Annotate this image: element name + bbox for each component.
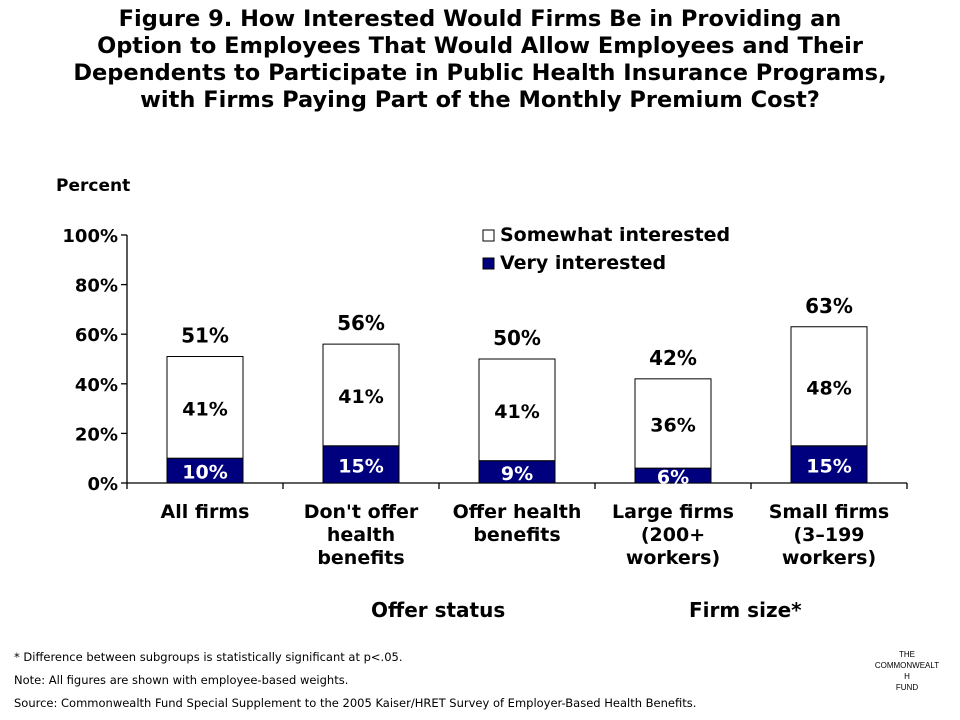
data-label-total: 50% bbox=[493, 326, 541, 350]
group-label-offer-status: Offer status bbox=[371, 598, 506, 622]
legend-label-somewhat-interested: Somewhat interested bbox=[500, 224, 730, 246]
x-category-label: workers) bbox=[782, 547, 876, 569]
data-label-somewhat-interested: 41% bbox=[338, 386, 383, 408]
data-label-very-interested: 15% bbox=[806, 455, 851, 477]
group-label-firm-size: Firm size* bbox=[689, 598, 802, 622]
x-category-label: All firms bbox=[161, 501, 250, 523]
bar-very-interested bbox=[790, 445, 868, 484]
stacked-bar-chart: 0% 20% 40% 60% 80% 100% 10% 41% 51% All firms 15% 4… bbox=[62, 224, 908, 569]
data-label-very-interested: 10% bbox=[182, 462, 227, 484]
legend-swatch-somewhat-interested bbox=[482, 229, 495, 242]
data-label-somewhat-interested: 36% bbox=[650, 414, 695, 436]
data-label-somewhat-interested: 41% bbox=[494, 401, 539, 423]
y-tick-label: 80% bbox=[75, 276, 118, 297]
data-label-very-interested: 15% bbox=[338, 455, 383, 477]
data-label-total: 42% bbox=[649, 346, 697, 370]
footnotes: * Difference between subgroups is statis… bbox=[14, 646, 696, 715]
data-label-somewhat-interested: 48% bbox=[806, 377, 851, 399]
y-tick-label: 40% bbox=[75, 375, 118, 396]
x-category-label: benefits bbox=[473, 524, 560, 546]
bar-very-interested bbox=[322, 445, 400, 484]
bar-very-interested bbox=[166, 457, 244, 484]
x-category-label: Large firms bbox=[612, 501, 734, 523]
footnote-source: Source: Commonwealth Fund Special Supple… bbox=[14, 696, 697, 710]
y-tick-label: 20% bbox=[75, 424, 118, 445]
x-category-label: benefits bbox=[317, 547, 404, 569]
data-label-total: 56% bbox=[337, 311, 385, 335]
y-tick-label: 100% bbox=[62, 226, 118, 247]
data-label-very-interested: 9% bbox=[501, 463, 533, 485]
footnote-significance: * Difference between subgroups is statis… bbox=[14, 650, 403, 664]
data-label-total: 51% bbox=[181, 324, 229, 348]
y-tick-label: 60% bbox=[75, 325, 118, 346]
chart-title: Figure 9. How Interested Would Firms Be … bbox=[73, 6, 887, 113]
bar-somewhat-interested bbox=[478, 358, 556, 462]
legend-label-very-interested: Very interested bbox=[500, 252, 666, 274]
commonwealth-fund-logo: THE COMMONWEALT H FUND bbox=[858, 622, 956, 720]
x-category-label: health bbox=[327, 524, 395, 546]
x-category-label: Don't offer bbox=[304, 501, 419, 523]
data-label-somewhat-interested: 41% bbox=[182, 398, 227, 420]
legend-swatch-very-interested bbox=[482, 257, 495, 270]
x-category-label: Offer health bbox=[453, 501, 582, 523]
data-label-total: 63% bbox=[805, 294, 853, 318]
y-axis-unit-label: Percent bbox=[56, 176, 131, 196]
bar-somewhat-interested bbox=[790, 326, 868, 447]
y-tick-label: 0% bbox=[87, 474, 118, 495]
x-category-label: (200+ bbox=[641, 524, 705, 546]
bar-somewhat-interested bbox=[322, 343, 400, 447]
x-category-label: Small firms bbox=[769, 501, 890, 523]
data-label-very-interested: 6% bbox=[657, 467, 689, 489]
bar-somewhat-interested bbox=[166, 356, 244, 459]
x-category-label: (3–199 bbox=[793, 524, 864, 546]
footnote-weights: Note: All figures are shown with employe… bbox=[14, 673, 349, 687]
bar-somewhat-interested bbox=[634, 378, 712, 469]
x-category-label: workers) bbox=[626, 547, 720, 569]
